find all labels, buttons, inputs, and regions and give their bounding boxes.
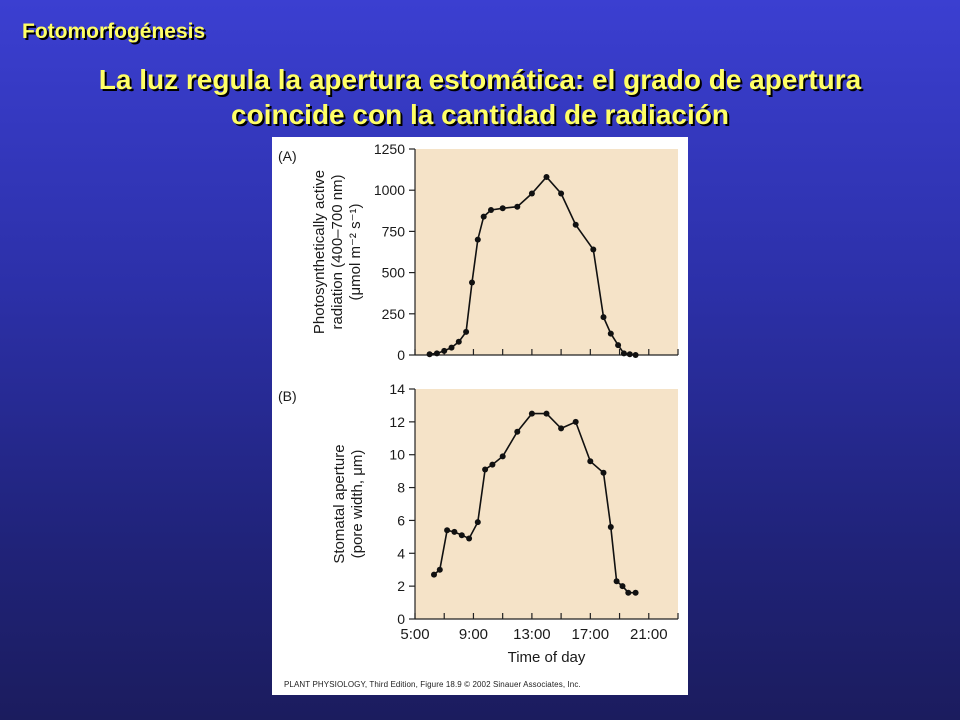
- data-point: [543, 174, 550, 180]
- y-tick-label: 6: [397, 512, 405, 528]
- x-tick-label: 5:00: [400, 626, 429, 643]
- slide-title-line-2: coincide con la cantidad de radiación: [231, 99, 729, 130]
- y-tick-label: 250: [382, 306, 406, 322]
- data-point: [448, 344, 455, 351]
- data-point: [626, 351, 633, 358]
- plot-area-1: [415, 149, 678, 355]
- y-tick-label: 12: [389, 414, 405, 430]
- y-tick-label: 0: [397, 347, 405, 363]
- data-point: [615, 342, 622, 349]
- data-point: [590, 246, 597, 253]
- y-axis-label-line: (μmol m⁻² s⁻¹): [347, 204, 364, 301]
- y-tick-label: 1000: [374, 182, 405, 198]
- data-point: [436, 566, 443, 573]
- y-axis-label-line: Photosynthetically active: [311, 170, 328, 334]
- data-point: [458, 532, 465, 539]
- data-point: [469, 279, 475, 286]
- y-tick-label: 1250: [374, 141, 405, 157]
- data-point: [632, 589, 639, 596]
- x-tick-label: 9:00: [459, 626, 488, 643]
- y-tick-label: 2: [397, 578, 405, 594]
- y-axis-label-line: radiation (400–700 nm): [329, 174, 346, 329]
- data-point: [474, 236, 481, 243]
- x-tick-label: 17:00: [572, 626, 610, 643]
- data-point: [572, 221, 579, 228]
- y-tick-label: 10: [389, 447, 405, 463]
- figure-credit: PLANT PHYSIOLOGY, Third Edition, Figure …: [284, 680, 581, 689]
- data-point: [558, 190, 565, 197]
- y-tick-label: 750: [382, 223, 406, 239]
- data-point: [600, 314, 607, 321]
- data-point: [572, 418, 579, 425]
- y-axis-label-line: Stomatal aperture: [331, 444, 348, 563]
- series-line: [433, 412, 636, 594]
- slide-title-line-1: La luz regula la apertura estomática: el…: [98, 64, 862, 95]
- data-point: [433, 350, 440, 357]
- x-axis-label: Time of day: [508, 649, 586, 666]
- x-tick-label: 21:00: [630, 626, 668, 643]
- y-tick-label: 500: [382, 265, 406, 281]
- data-point: [499, 205, 506, 212]
- data-point: [441, 347, 448, 354]
- data-point: [607, 524, 614, 530]
- data-point: [474, 519, 481, 526]
- data-point: [625, 589, 632, 596]
- data-point: [632, 352, 639, 358]
- data-point: [514, 428, 521, 435]
- data-point: [620, 350, 627, 357]
- data-point: [489, 461, 496, 468]
- panel-label: (A): [278, 148, 297, 164]
- data-point: [607, 330, 614, 337]
- data-point: [528, 190, 535, 197]
- data-point: [431, 571, 437, 578]
- data-point: [619, 583, 626, 590]
- data-point: [466, 535, 473, 542]
- data-point: [451, 528, 458, 535]
- data-point: [558, 425, 565, 432]
- y-axis-label-line: (pore width, μm): [349, 450, 366, 559]
- data-point: [514, 203, 521, 210]
- data-point: [426, 351, 433, 358]
- data-point: [482, 466, 489, 473]
- data-point: [455, 338, 462, 345]
- y-tick-label: 0: [397, 611, 405, 627]
- data-point: [613, 578, 620, 585]
- x-tick-label: 13:00: [513, 626, 551, 643]
- y-tick-label: 14: [389, 381, 405, 397]
- y-tick-label: 8: [397, 480, 405, 496]
- data-point: [488, 207, 494, 213]
- slide-kicker: Fotomorfogénesis: [22, 20, 206, 43]
- panel-label: (B): [278, 388, 297, 404]
- plot-area-2: [415, 389, 678, 619]
- data-point: [543, 410, 550, 417]
- data-point: [499, 453, 506, 460]
- data-point: [600, 469, 607, 476]
- data-point: [587, 458, 594, 465]
- y-tick-label: 4: [397, 545, 405, 561]
- data-point: [528, 410, 535, 417]
- data-point: [480, 213, 487, 220]
- slide-title: La luz regula la apertura estomática: el…: [0, 62, 960, 132]
- chart-figure: (A) 0 250 500 750 1000 1250 Photosynthetically …: [278, 141, 679, 666]
- figure-panel: (A) 0 250 500 750 1000 1250 Photosynthetically …: [272, 137, 688, 695]
- data-point: [463, 328, 470, 335]
- data-point: [444, 527, 451, 534]
